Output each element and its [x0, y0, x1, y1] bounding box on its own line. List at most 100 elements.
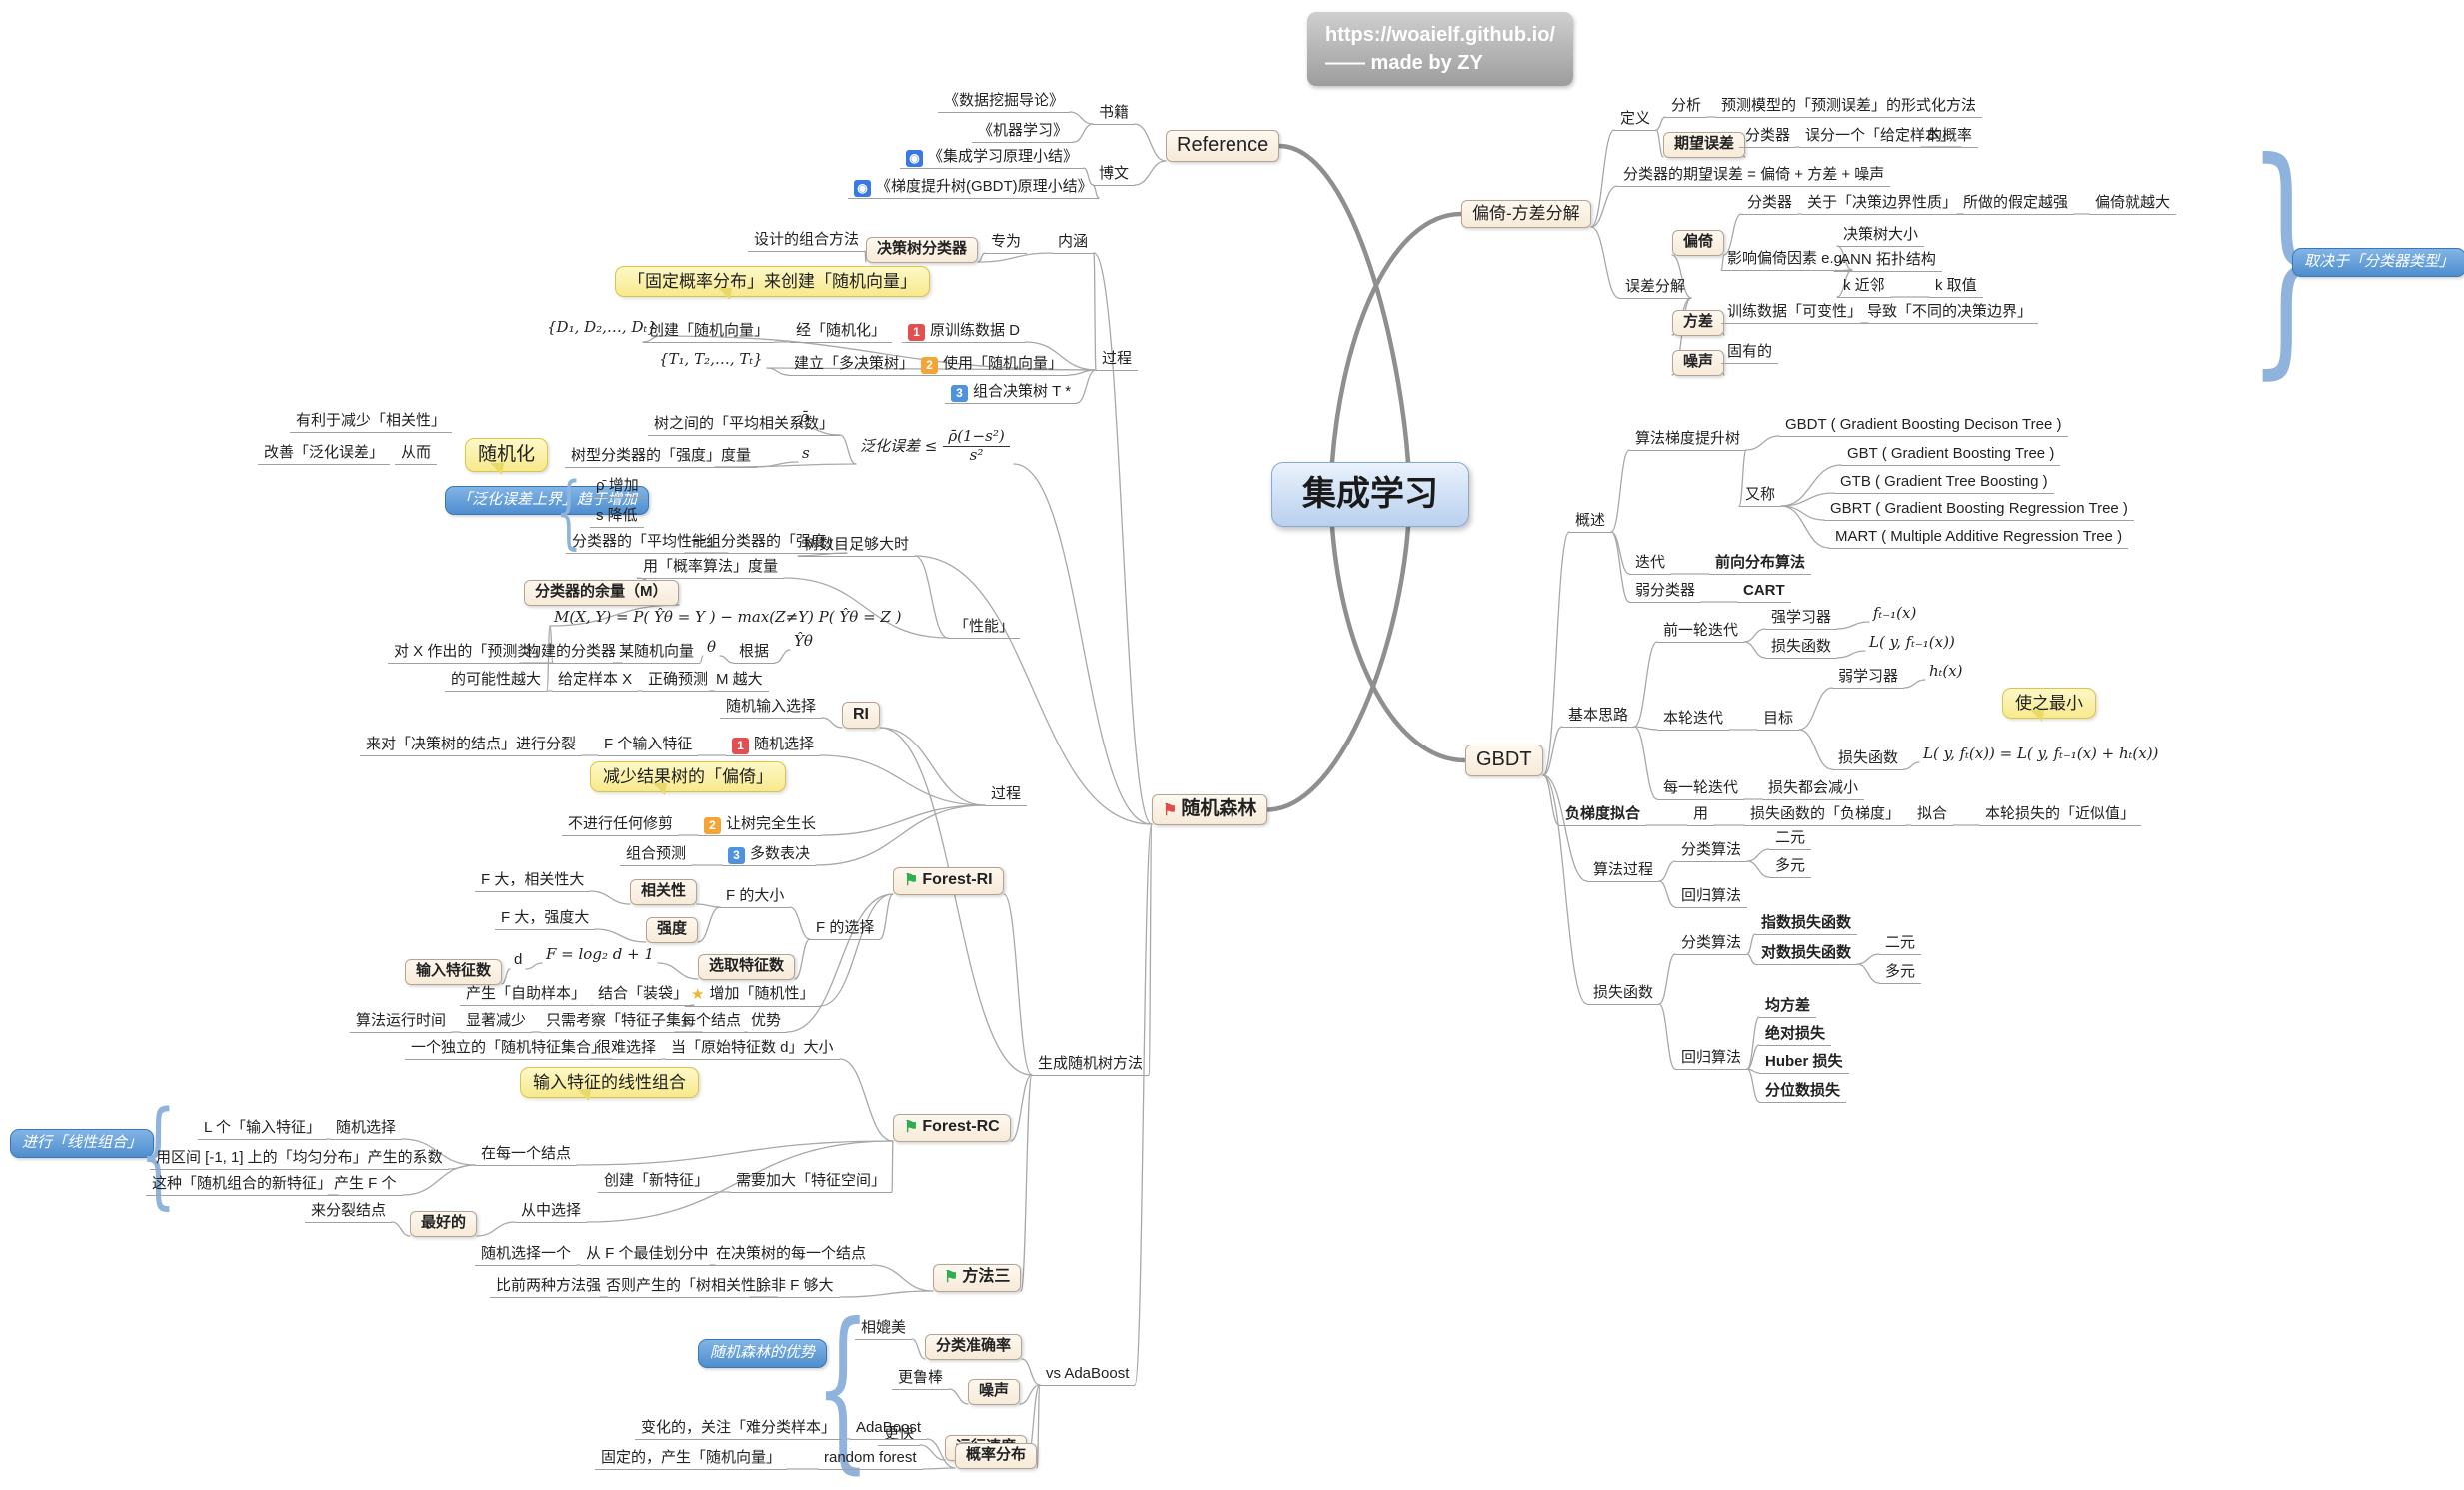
- noise-box[interactable]: 噪声: [1672, 350, 1725, 376]
- flog-formula[interactable]: F = log₂ d + 1: [542, 945, 658, 964]
- factor-kval[interactable]: k 取值: [1929, 277, 1983, 298]
- poss-row-1[interactable]: 的可能性越大: [445, 671, 548, 692]
- rand-input-lbl[interactable]: 随机输入选择: [720, 698, 823, 719]
- l-prev[interactable]: L( y, fₜ₋₁(x)): [1865, 633, 1959, 652]
- mse-lbl[interactable]: 均方差: [1759, 997, 1817, 1018]
- zhuanwei-lbl[interactable]: 专为: [985, 233, 1028, 254]
- step2-build[interactable]: 建立「多决策树」: [788, 355, 921, 376]
- fri-box[interactable]: ⚑ Forest-RI: [893, 867, 1004, 895]
- selnum-box[interactable]: 选取特征数: [698, 954, 796, 980]
- fsize-lbl[interactable]: F 的大小: [720, 887, 791, 908]
- overview-lbl[interactable]: 概述: [1569, 512, 1612, 533]
- clf-lbl-1[interactable]: 分类器: [1739, 127, 1797, 148]
- m3-r1c[interactable]: 在决策树的每一个结点: [710, 1245, 873, 1266]
- clsalg-lbl-2[interactable]: 分类算法: [1675, 934, 1748, 955]
- books-lbl[interactable]: 书籍: [1093, 104, 1136, 125]
- experr-box[interactable]: 期望误差: [1663, 132, 1746, 158]
- bias-r1c[interactable]: 所做的假定越强: [1957, 194, 2075, 215]
- aka-gbrt[interactable]: GBRT ( Gradient Boosting Regression Tree…: [1824, 500, 2134, 521]
- eachnode-lbl[interactable]: 每个结点: [675, 1012, 748, 1033]
- indep-lbl[interactable]: 一个独立的「随机特征集合」: [405, 1039, 613, 1060]
- clsalg-lbl-1[interactable]: 分类算法: [1675, 841, 1748, 862]
- rf-r1b[interactable]: random forest: [818, 1449, 923, 1470]
- gbdt-box[interactable]: GBDT: [1465, 745, 1543, 776]
- best-box[interactable]: 最好的: [410, 1211, 478, 1237]
- var-box[interactable]: 方差: [1672, 310, 1725, 336]
- process-lbl-1[interactable]: 过程: [1096, 350, 1139, 371]
- factor-ann[interactable]: ANN 拓扑结构: [1834, 251, 1942, 272]
- acc-box[interactable]: 分类准确率: [925, 1334, 1023, 1360]
- tree-enough-lbl[interactable]: 树数目足够大时: [798, 536, 916, 557]
- ri-r1b[interactable]: F 个输入特征: [598, 736, 699, 756]
- accord-lbl[interactable]: 根据: [733, 643, 776, 664]
- blogs-lbl[interactable]: 博文: [1093, 165, 1136, 186]
- bias-r1d[interactable]: 偏倚就越大: [2089, 194, 2177, 215]
- weakclf-lbl[interactable]: 弱分类器: [1629, 582, 1702, 603]
- genmethod-lbl[interactable]: 生成随机树方法: [1032, 1055, 1150, 1076]
- multi-2[interactable]: 多元: [1879, 963, 1922, 984]
- blog-1[interactable]: ◉ 《集成学习原理小结》: [900, 148, 1085, 169]
- blog-2[interactable]: ◉ 《梯度提升树(GBDT)原理小结》: [848, 178, 1099, 199]
- decomp-eq[interactable]: 分类器的期望误差 = 偏倚 + 方差 + 噪声: [1617, 166, 1891, 187]
- step1-via[interactable]: 经「随机化」: [790, 322, 893, 343]
- ri-r2b[interactable]: 2 让树完全生长: [698, 815, 823, 836]
- gen-err[interactable]: 泛化误差 ≤ ρ̄(1−s²) s²: [856, 427, 1014, 465]
- compare-lbl[interactable]: 相媲美: [855, 1319, 913, 1340]
- yhat-sym[interactable]: Ŷθ: [790, 632, 817, 651]
- corr-box[interactable]: 相关性: [630, 879, 698, 905]
- book-1[interactable]: 《数据挖掘导论》: [938, 92, 1071, 113]
- createnew-lbl[interactable]: 创建「新特征」: [598, 1172, 716, 1193]
- thus-lbl[interactable]: 从而: [395, 444, 438, 465]
- quantile-lbl[interactable]: 分位数损失: [1759, 1082, 1847, 1103]
- analysis-lbl[interactable]: 分析: [1665, 97, 1708, 118]
- perf-lbl[interactable]: 「性能」: [948, 618, 1021, 639]
- linear-callout[interactable]: 输入特征的线性组合: [520, 1067, 699, 1099]
- random-callout[interactable]: 随机化: [465, 438, 549, 472]
- lc-r3b[interactable]: 产生 F 个: [328, 1175, 403, 1196]
- ada-r1b[interactable]: AdaBoost: [850, 1419, 928, 1440]
- target-lbl[interactable]: 目标: [1757, 710, 1800, 731]
- l-cur[interactable]: L( y, fₜ(x)) = L( y, fₜ₋₁(x) + hₜ(x)): [1919, 745, 2162, 763]
- basic-lbl[interactable]: 基本思路: [1562, 707, 1635, 728]
- m3-r2c[interactable]: 除非 F 够大: [750, 1277, 840, 1298]
- f-prev[interactable]: fₜ₋₁(x): [1869, 604, 1920, 623]
- bin-2[interactable]: 二元: [1879, 934, 1922, 955]
- bootstrap-lbl[interactable]: 产生「自助样本」: [460, 985, 593, 1006]
- approx-lbl[interactable]: 本轮损失的「近似值」: [1979, 805, 2142, 826]
- strength-type-lbl[interactable]: 树型分类器的「强度」: [565, 447, 728, 468]
- book-2[interactable]: 《机器学习》: [972, 122, 1075, 143]
- var-r1a[interactable]: 训练数据「可变性」: [1721, 303, 1869, 324]
- ri-r1c[interactable]: 1 随机选择: [726, 736, 821, 756]
- curiter-lbl[interactable]: 本轮迭代: [1657, 710, 1730, 731]
- neihan-lbl[interactable]: 内涵: [1052, 233, 1095, 254]
- hard-lbl[interactable]: 很难选择: [590, 1039, 663, 1060]
- root[interactable]: 集成学习: [1271, 462, 1469, 527]
- cart-lbl[interactable]: CART: [1737, 582, 1791, 603]
- lossfn-lbl-2[interactable]: 损失函数: [1832, 749, 1905, 770]
- lossfn-lbl-1[interactable]: 损失函数: [1765, 638, 1838, 659]
- h-t[interactable]: hₜ(x): [1925, 662, 1967, 681]
- rho-inc[interactable]: ρ̄ 增加: [590, 477, 645, 498]
- lc-r1b[interactable]: 随机选择: [330, 1119, 403, 1140]
- when-lbl[interactable]: 当「原始特征数 d」大小: [665, 1039, 840, 1060]
- dtc-box[interactable]: 决策树分类器: [866, 237, 979, 263]
- bias-factors[interactable]: 影响偏倚因素 e.g.: [1721, 250, 1853, 271]
- var-r1b[interactable]: 导致「不同的决策边界」: [1861, 303, 2039, 324]
- algproc-lbl[interactable]: 算法过程: [1587, 861, 1660, 882]
- bvd-box[interactable]: 偏倚-方差分解: [1461, 200, 1591, 229]
- m3-box[interactable]: ⚑ 方法三: [933, 1264, 1022, 1292]
- errdec-lbl[interactable]: 误差分解: [1619, 278, 1692, 299]
- step1-create[interactable]: 创建「随机向量」: [643, 322, 776, 343]
- design-lbl[interactable]: 设计的组合方法: [748, 231, 866, 252]
- enlarge-lbl[interactable]: 需要加大「特征空间」: [730, 1172, 893, 1193]
- lincomb-callout[interactable]: 进行「线性组合」: [10, 1129, 155, 1158]
- neggrad-lbl[interactable]: 负梯度拟合: [1559, 805, 1647, 826]
- step2-use[interactable]: 2 使用「随机向量」: [915, 355, 1070, 376]
- decrease-lbl[interactable]: 损失都会减小: [1762, 779, 1865, 800]
- ref-box[interactable]: Reference: [1166, 130, 1280, 162]
- formal-lbl[interactable]: 预测模型的「预测误差」的形式化方法: [1715, 97, 1983, 118]
- exploss-lbl[interactable]: 指数损失函数: [1755, 914, 1858, 935]
- factor-knn[interactable]: k 近邻: [1837, 277, 1891, 298]
- gbdt-full[interactable]: GBDT ( Gradient Boosting Decison Tree ): [1779, 416, 2068, 437]
- bin-1[interactable]: 二元: [1769, 829, 1812, 850]
